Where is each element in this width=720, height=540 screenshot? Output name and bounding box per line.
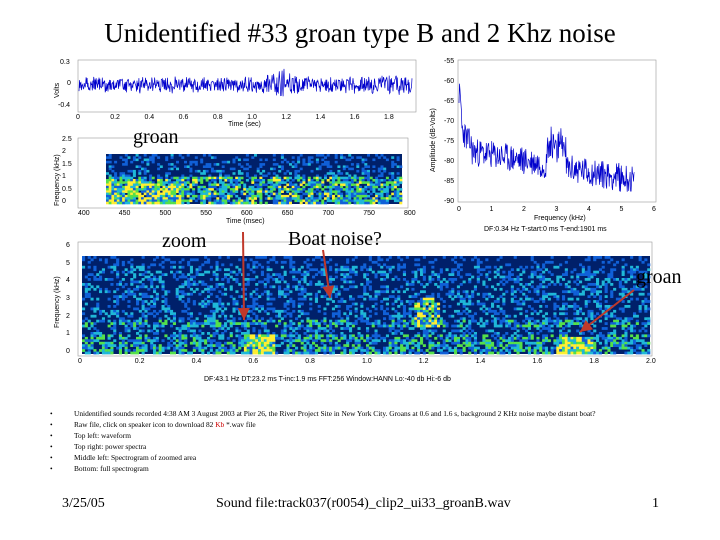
zoom-x-tick: 450 (118, 210, 131, 217)
full-x-tick: 0.2 (134, 358, 145, 365)
zoom-spectrogram-panel: Frequency (kHz) 2.5 2 1.5 1 0.5 0 400 450 500 55… (52, 134, 424, 230)
waveform-x-tick: 1.0 (247, 114, 257, 121)
power-spectrum-y-label: Amplitude (dB-Volts) (430, 108, 437, 172)
notes-list: • Unidentified sounds recorded 4:38 AM 3 … (50, 408, 670, 474)
power-spectrum-x-tick: 3 (554, 206, 559, 213)
zoom-y-tick: 0 (62, 198, 66, 205)
full-x-tick: 2.0 (646, 358, 656, 365)
power-spectrum-x-label: Frequency (kHz) (534, 215, 586, 222)
power-spectrum-x-tick: 0 (457, 206, 461, 213)
zoom-x-tick: 750 (363, 210, 375, 217)
list-item: • Unidentified sounds recorded 4:38 AM 3 … (50, 409, 596, 418)
full-y-tick: 3 (66, 295, 70, 302)
full-y-tick: 4 (66, 277, 70, 285)
power-spectrum-y-tick: -90 (444, 198, 455, 205)
full-x-tick: 0.8 (305, 358, 315, 365)
full-x-tick: 0 (78, 358, 82, 365)
list-item: • Top right: power spectra (50, 442, 147, 451)
full-y-label: Frequency (kHz) (54, 276, 61, 328)
annotation-zoom: zoom (162, 230, 207, 252)
full-spectrogram-info: DF:43.1 Hz DT:23.2 ms T-inc:1.9 ms FFT:2… (204, 376, 451, 383)
speaker-link[interactable]: Kb (215, 420, 225, 429)
power-spectrum-x-tick: 1 (489, 206, 494, 213)
list-item: • Middle left: Spectrogram of zoomed area (50, 453, 197, 462)
full-x-tick: 1.8 (589, 358, 599, 365)
footer-page-number: 1 (652, 496, 659, 511)
power-spectrum-x-tick: 5 (619, 206, 624, 213)
full-x-tick: 0.6 (248, 358, 259, 365)
power-spectrum-panel: Amplitude (dB-Volts) -55 -60 -65 -70 -75 -80 -… (428, 54, 668, 234)
waveform-x-tick: 1.8 (384, 114, 394, 121)
full-x-tick: 1.4 (475, 358, 486, 365)
footer-sound-file: Sound file:track037(r0054)_clip2_ui33_gr… (216, 496, 511, 511)
power-spectrum-y-tick: -80 (444, 158, 455, 165)
zoom-x-tick: 800 (404, 210, 416, 217)
full-spectrogram-panel: Frequency (kHz) 6 5 4 3 2 1 0 0 0.2 0.4 0.6 0.8 1.0… (52, 236, 668, 386)
zoom-x-tick: 500 (159, 210, 172, 217)
power-spectrum-y-tick: -60 (444, 78, 455, 85)
waveform-x-tick: 0.6 (178, 114, 189, 121)
zoom-y-tick: 0.5 (62, 185, 72, 193)
full-y-tick: 0 (66, 348, 70, 355)
zoom-y-tick: 2.5 (62, 136, 72, 143)
power-spectrum-y-tick: -85 (444, 178, 455, 185)
zoom-y-tick: 1.5 (62, 160, 72, 168)
power-spectrum-x-tick: 4 (587, 206, 591, 213)
power-spectrum-y-tick: -75 (444, 138, 455, 145)
full-y-tick: 6 (66, 242, 70, 249)
waveform-x-tick: 1.2 (281, 114, 292, 121)
slide-title: Unidentified #33 groan type B and 2 Khz … (104, 18, 616, 48)
annotation-groan-right: groan (636, 266, 682, 288)
zoom-y-tick: 2 (62, 148, 66, 156)
list-item: • Bottom: full spectrogram (50, 464, 149, 473)
waveform-plot (77, 59, 417, 113)
full-y-tick: 1 (66, 330, 70, 338)
waveform-y-tick: -0.4 (58, 102, 71, 109)
power-spectrum-info: DF:0.34 Hz T-start:0 ms T-end:1901 ms (484, 226, 607, 233)
waveform-x-tick: 0 (76, 114, 80, 121)
power-spectrum-y-tick: -70 (444, 118, 455, 125)
zoom-x-tick: 700 (322, 210, 335, 217)
zoom-x-tick: 400 (78, 210, 90, 217)
zoom-x-tick: 600 (241, 210, 253, 217)
waveform-x-tick: 0.8 (212, 114, 223, 121)
waveform-y-tick: 0.3 (60, 59, 70, 66)
list-item: • Raw file, click on speaker icon to down… (50, 420, 256, 429)
waveform-y-tick: 0 (67, 80, 71, 87)
waveform-x-tick: 0.4 (144, 114, 155, 121)
zoom-y-label: Frequency (kHz) (54, 154, 61, 206)
waveform-x-tick: 0.2 (110, 114, 120, 121)
full-x-tick: 1.2 (418, 358, 429, 365)
full-y-tick: 5 (66, 259, 70, 267)
zoom-x-tick: 550 (200, 210, 212, 217)
zoom-y-tick: 1 (62, 173, 66, 181)
full-x-tick: 1.6 (532, 358, 543, 365)
waveform-y-label: Volts (54, 82, 61, 98)
waveform-x-label: Time (sec) (228, 121, 261, 128)
power-spectrum-y-tick: -55 (444, 58, 455, 65)
waveform-trace (78, 68, 413, 97)
power-spectrum-x-tick: 6 (652, 206, 656, 213)
annotation-groan-top: groan (133, 126, 179, 148)
list-item: • Top left: waveform (50, 431, 131, 440)
zoom-x-label: Time (msec) (226, 218, 265, 225)
power-spectrum-trace (458, 83, 635, 192)
waveform-panel: Volts 0.3 0 -0.4 0 0.2 0.4 0.6 0.8 1.0 1.2 1.4 1… (52, 54, 424, 130)
full-y-tick: 2 (66, 312, 70, 320)
power-spectrum-x-tick: 2 (522, 206, 526, 213)
power-spectrum-plot (457, 59, 657, 203)
full-x-tick: 1.0 (362, 358, 372, 365)
zoom-x-tick: 650 (281, 210, 294, 217)
annotation-boat-noise: Boat noise? (288, 228, 382, 250)
waveform-x-tick: 1.6 (349, 114, 360, 121)
footer-date: 3/25/05 (62, 496, 105, 511)
power-spectrum-y-tick: -65 (444, 98, 455, 105)
zoom-spectrogram-plot (77, 137, 409, 209)
waveform-x-tick: 1.4 (315, 114, 326, 121)
full-x-tick: 0.4 (191, 358, 202, 365)
